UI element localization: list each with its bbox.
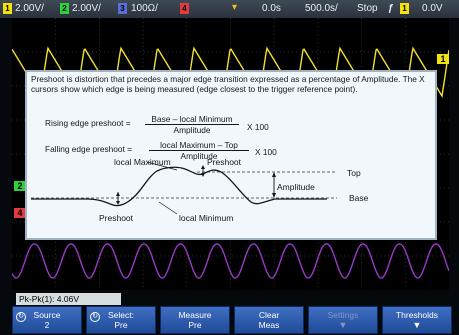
local-minimum-label: local Minimum bbox=[179, 213, 234, 223]
measurement-readout: Pk-Pk(1): 4.06V bbox=[16, 293, 121, 305]
softkey-label: Settings bbox=[327, 310, 359, 320]
rotate-knob-icon: ↻ bbox=[16, 312, 26, 322]
source-softkey[interactable]: ↻ Source 2 bbox=[12, 306, 82, 334]
falling-formula-label: Falling edge preshoot = bbox=[45, 144, 132, 154]
top-level-label: Top bbox=[347, 168, 361, 178]
ch2-scale[interactable]: 2.00V/ bbox=[72, 3, 101, 14]
select-softkey[interactable]: ↻ Select: Pre bbox=[86, 306, 156, 334]
falling-fraction: local Maximum – Top Amplitude bbox=[149, 140, 249, 161]
ch2-badge[interactable]: 2 bbox=[60, 3, 69, 14]
softkey-label: Source bbox=[33, 310, 61, 320]
softkey-bar: ↻ Source 2 ↻ Select: Pre Measure Pre Cle… bbox=[12, 306, 452, 334]
preshoot-diagram bbox=[31, 161, 337, 215]
preshoot-top-label: Preshoot bbox=[207, 157, 242, 167]
down-arrow-icon: ▼ bbox=[338, 320, 348, 330]
ch3-badge[interactable]: 3 bbox=[118, 3, 127, 14]
ch1-badge[interactable]: 1 bbox=[3, 3, 12, 14]
measure-softkey[interactable]: Measure Pre bbox=[160, 306, 230, 334]
channel-1-waveform bbox=[12, 46, 449, 98]
ch2-ground-marker[interactable]: 2 bbox=[14, 181, 26, 191]
softkey-label: Measure bbox=[178, 310, 212, 320]
down-arrow-icon: ▼ bbox=[412, 320, 422, 330]
softkey-value: Pre bbox=[114, 320, 128, 330]
preshoot-help-popup: Preshoot is distortion that precedes a m… bbox=[25, 70, 437, 240]
rising-denominator: Amplitude bbox=[173, 125, 211, 135]
falling-multiplier: X 100 bbox=[255, 147, 277, 157]
settings-softkey[interactable]: Settings ▼ bbox=[308, 306, 378, 334]
ch1-level-marker[interactable]: 1 bbox=[437, 54, 449, 64]
trigger-edge-icon: ƒ bbox=[388, 3, 394, 14]
rising-multiplier: X 100 bbox=[247, 122, 269, 132]
rising-numerator: Base – local Minimum bbox=[145, 114, 239, 125]
run-state: Stop bbox=[357, 3, 378, 14]
ch3-scale[interactable]: 100Ω/ bbox=[131, 3, 158, 14]
clear-meas-softkey[interactable]: Clear Meas bbox=[234, 306, 304, 334]
local-maximum-label: local Maximum bbox=[114, 157, 171, 167]
rising-fraction: Base – local Minimum Amplitude bbox=[145, 114, 239, 135]
thresholds-softkey[interactable]: Thresholds ▼ bbox=[382, 306, 452, 334]
ch1-scale[interactable]: 2.00V/ bbox=[15, 3, 44, 14]
ch4-ground-marker[interactable]: 4 bbox=[14, 208, 26, 218]
softkey-value: Pre bbox=[188, 320, 202, 330]
status-bar: 1 2.00V/ 2 2.00V/ 3 100Ω/ 4 ▾ 0.0s 500.0… bbox=[0, 0, 459, 18]
softkey-label: Select: bbox=[108, 310, 134, 320]
help-description: Preshoot is distortion that precedes a m… bbox=[31, 74, 425, 94]
softkey-value: 2 bbox=[44, 320, 50, 330]
preshoot-bottom-label: Preshoot bbox=[99, 213, 134, 223]
rising-formula-label: Rising edge preshoot = bbox=[45, 118, 131, 128]
base-level-label: Base bbox=[349, 193, 369, 203]
softkey-label: Thresholds bbox=[395, 310, 439, 320]
softkey-label: Clear bbox=[258, 310, 280, 320]
timebase-value[interactable]: 500.0s/ bbox=[305, 3, 338, 14]
amplitude-label: Amplitude bbox=[277, 182, 315, 192]
rotate-knob-icon: ↻ bbox=[90, 312, 100, 322]
falling-numerator: local Maximum – Top bbox=[149, 140, 249, 151]
falling-denominator: Amplitude bbox=[180, 151, 218, 161]
channel-4-waveform bbox=[12, 243, 449, 279]
trigger-position-icon: ▾ bbox=[232, 2, 238, 13]
delay-value[interactable]: 0.0s bbox=[262, 3, 281, 14]
trigger-level[interactable]: 0.0V bbox=[422, 3, 443, 14]
softkey-value: Meas bbox=[258, 320, 280, 330]
trigger-source-badge: 1 bbox=[400, 3, 409, 14]
ch4-badge[interactable]: 4 bbox=[180, 3, 189, 14]
